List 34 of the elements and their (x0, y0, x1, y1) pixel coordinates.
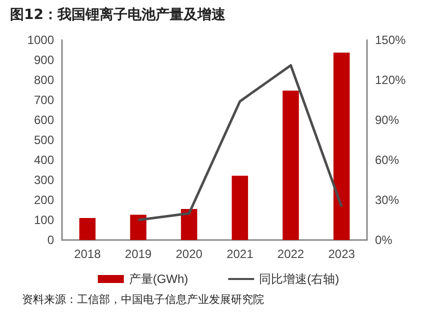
line-series (137, 64, 343, 222)
y-tick-label: 600 (34, 113, 54, 127)
x-tick-label: 2022 (277, 247, 304, 261)
x-tick-label: 2018 (74, 247, 102, 261)
y2-tick-label: 0% (375, 233, 393, 247)
x-tick-label: 2019 (124, 247, 152, 261)
y2-tick-label: 150% (375, 33, 406, 47)
x-tick-label: 2021 (226, 247, 254, 261)
bar (333, 52, 350, 240)
legend-label: 产量(GWh) (128, 272, 188, 286)
y-tick-label: 1000 (27, 33, 54, 47)
y2-tick-label: 30% (375, 193, 400, 207)
bar (130, 214, 146, 240)
y-tick-label: 200 (34, 193, 54, 207)
y-tick-label: 400 (34, 153, 54, 167)
y2-tick-label: 120% (375, 73, 406, 87)
text: 资料来源：工信部，中国电子信息产业发展研究院 (22, 292, 264, 307)
x-tick-label: 2023 (328, 247, 356, 261)
y-tick-label: 700 (34, 93, 54, 107)
legend-label: 同比增速(右轴) (259, 272, 340, 286)
bar (180, 209, 198, 240)
y-tick-label: 500 (34, 133, 54, 147)
bar (79, 218, 96, 240)
y-tick-label: 0 (47, 233, 54, 247)
y2-tick-label: 60% (375, 153, 400, 167)
x-tick-label: 2020 (176, 247, 203, 261)
y-tick-label: 800 (34, 73, 54, 87)
y-tick-label: 100 (34, 213, 54, 227)
bar (282, 90, 299, 240)
y-tick-label: 900 (34, 53, 54, 67)
y2-tick-label: 90% (375, 113, 400, 127)
y-tick-label: 300 (34, 173, 54, 187)
chart-title: 图12：我国锂离子电池产量及增速 (10, 6, 226, 24)
bar (232, 176, 248, 240)
